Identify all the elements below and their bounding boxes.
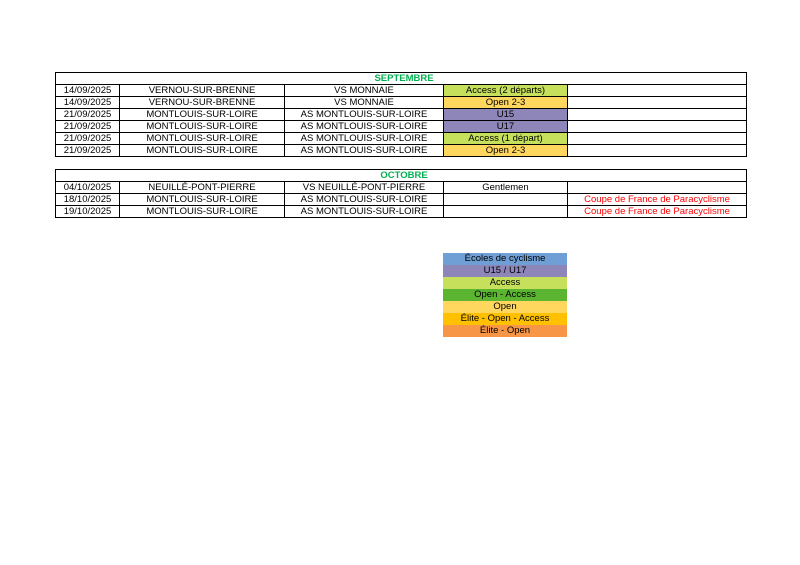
category-cell: Open 2-3 bbox=[443, 144, 568, 157]
table-row: 21/09/2025 MONTLOUIS-SUR-LOIRE AS MONTLOUI… bbox=[55, 108, 748, 121]
city-cell: MONTLOUIS-SUR-LOIRE bbox=[119, 132, 285, 145]
category-cell: U17 bbox=[443, 120, 568, 133]
city-cell: MONTLOUIS-SUR-LOIRE bbox=[119, 193, 285, 206]
city-cell: MONTLOUIS-SUR-LOIRE bbox=[119, 120, 285, 133]
city-cell: MONTLOUIS-SUR-LOIRE bbox=[119, 144, 285, 157]
note-cell: Coupe de France de Paracyclisme bbox=[566, 193, 748, 206]
category-cell: Access (1 départ) bbox=[443, 132, 568, 145]
note-cell bbox=[566, 96, 748, 109]
date-cell: 14/09/2025 bbox=[55, 96, 120, 109]
date-cell: 21/09/2025 bbox=[55, 108, 120, 121]
category-cell: Access (2 départs) bbox=[443, 84, 568, 97]
table-row: 14/09/2025 VERNOU-SUR-BRENNE VS MONNAIE Ope… bbox=[55, 96, 748, 109]
club-cell: VS NEUILLÉ-PONT-PIERRE bbox=[284, 181, 444, 194]
club-cell: AS MONTLOUIS-SUR-LOIRE bbox=[284, 205, 444, 218]
table-row: 04/10/2025 NEUILLÉ-PONT-PIERRE VS NEUILLÉ-… bbox=[55, 181, 748, 194]
club-cell: AS MONTLOUIS-SUR-LOIRE bbox=[284, 144, 444, 157]
note-cell: Coupe de France de Paracyclisme bbox=[566, 205, 748, 218]
month-title: OCTOBRE bbox=[380, 170, 428, 181]
note-cell bbox=[566, 144, 748, 157]
legend-item: Élite - Open - Access bbox=[443, 313, 567, 325]
city-cell: MONTLOUIS-SUR-LOIRE bbox=[119, 108, 285, 121]
club-cell: AS MONTLOUIS-SUR-LOIRE bbox=[284, 108, 444, 121]
category-cell: Open 2-3 bbox=[443, 96, 568, 109]
category-cell bbox=[443, 193, 568, 206]
month-header-row: SEPTEMBRE bbox=[54, 72, 748, 85]
club-cell: VS MONNAIE bbox=[284, 84, 444, 97]
note-cell bbox=[566, 108, 748, 121]
note-cell bbox=[566, 132, 748, 145]
city-cell: VERNOU-SUR-BRENNE bbox=[119, 96, 285, 109]
legend-item: Access bbox=[443, 277, 567, 289]
date-cell: 21/09/2025 bbox=[55, 120, 120, 133]
table-row: 14/09/2025 VERNOU-SUR-BRENNE VS MONNAIE Acc… bbox=[55, 84, 748, 97]
category-cell: Gentlemen bbox=[443, 181, 568, 194]
club-cell: AS MONTLOUIS-SUR-LOIRE bbox=[284, 120, 444, 133]
table-row: 19/10/2025 MONTLOUIS-SUR-LOIRE AS MONTLOUI… bbox=[55, 205, 748, 218]
table-row: 21/09/2025 MONTLOUIS-SUR-LOIRE AS MONTLOUI… bbox=[55, 144, 748, 157]
month-title: SEPTEMBRE bbox=[374, 73, 434, 84]
category-legend: Écoles de cyclisme U15 / U17 Access Open - … bbox=[443, 253, 567, 337]
table-row: 21/09/2025 MONTLOUIS-SUR-LOIRE AS MONTLOUI… bbox=[55, 120, 748, 133]
date-cell: 19/10/2025 bbox=[55, 205, 120, 218]
date-cell: 21/09/2025 bbox=[55, 132, 120, 145]
club-cell: AS MONTLOUIS-SUR-LOIRE bbox=[284, 132, 444, 145]
category-cell: U15 bbox=[443, 108, 568, 121]
month-header-row: OCTOBRE bbox=[54, 169, 748, 182]
city-cell: MONTLOUIS-SUR-LOIRE bbox=[119, 205, 285, 218]
legend-item: U15 / U17 bbox=[443, 265, 567, 277]
september-table: SEPTEMBRE 14/09/2025 VERNOU-SUR-BRENNE VS M… bbox=[54, 72, 748, 157]
city-cell: NEUILLÉ-PONT-PIERRE bbox=[119, 181, 285, 194]
note-cell bbox=[566, 84, 748, 97]
legend-item: Élite - Open bbox=[443, 325, 567, 337]
category-cell bbox=[443, 205, 568, 218]
date-cell: 21/09/2025 bbox=[55, 144, 120, 157]
date-cell: 04/10/2025 bbox=[55, 181, 120, 194]
club-cell: AS MONTLOUIS-SUR-LOIRE bbox=[284, 193, 444, 206]
note-cell bbox=[566, 181, 748, 194]
date-cell: 18/10/2025 bbox=[55, 193, 120, 206]
date-cell: 14/09/2025 bbox=[55, 84, 120, 97]
legend-item: Écoles de cyclisme bbox=[443, 253, 567, 265]
table-row: 21/09/2025 MONTLOUIS-SUR-LOIRE AS MONTLOUI… bbox=[55, 132, 748, 145]
table-row: 18/10/2025 MONTLOUIS-SUR-LOIRE AS MONTLOUI… bbox=[55, 193, 748, 206]
legend-item: Open - Access bbox=[443, 289, 567, 301]
october-table: OCTOBRE 04/10/2025 NEUILLÉ-PONT-PIERRE VS N… bbox=[54, 169, 748, 218]
note-cell bbox=[566, 120, 748, 133]
club-cell: VS MONNAIE bbox=[284, 96, 444, 109]
city-cell: VERNOU-SUR-BRENNE bbox=[119, 84, 285, 97]
legend-item: Open bbox=[443, 301, 567, 313]
